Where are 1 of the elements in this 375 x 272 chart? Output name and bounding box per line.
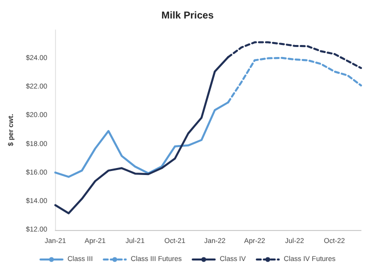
- chart-title: Milk Prices: [161, 10, 214, 22]
